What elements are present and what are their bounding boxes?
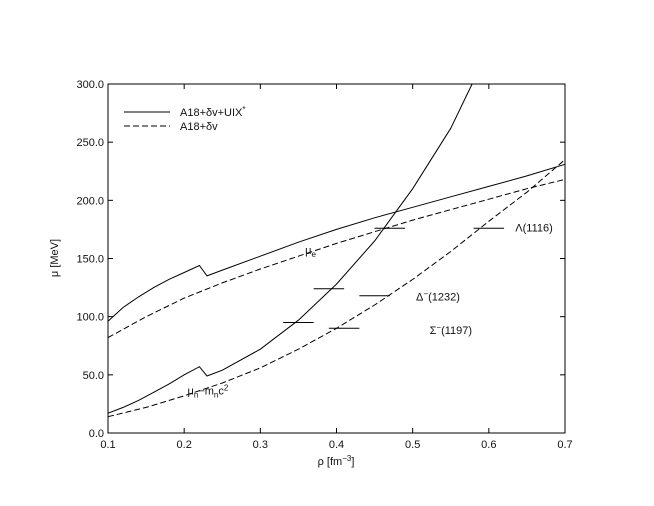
y-axis-label: μ [MeV]: [49, 239, 61, 277]
series-line-1: [107, 178, 566, 339]
x-tick-label: 0.7: [557, 439, 572, 451]
threshold-layer: [283, 227, 505, 329]
y-tick-label: 0.0: [89, 428, 104, 440]
y-tick-label: 50.0: [83, 370, 104, 382]
plot-frame: [107, 83, 566, 434]
y-tick-label: 300.0: [76, 79, 104, 91]
annotation-label: Λ(1116): [515, 223, 553, 235]
y-tick-label: 100.0: [76, 312, 104, 324]
x-tick-label: 0.5: [405, 439, 420, 451]
y-tick-label: 150.0: [76, 254, 104, 266]
annotation-label: μe: [305, 245, 316, 259]
series-layer: [107, 83, 566, 418]
legend-label-solid: A18+δv+UIX*: [180, 105, 246, 119]
annotation-label: Σ−(1197): [430, 323, 472, 337]
series-line-3: [107, 159, 566, 418]
x-tick-label: 0.1: [100, 439, 115, 451]
series-line-2: [107, 83, 473, 414]
x-axis-label: ρ [fm−3]: [318, 454, 355, 468]
legend: A18+δv+UIX* A18+δv: [124, 105, 246, 133]
x-tick-label: 0.4: [329, 439, 344, 451]
x-tick-label: 0.2: [177, 439, 192, 451]
annotation-label: μn−mnc2: [188, 384, 229, 400]
x-tick-label: 0.6: [481, 439, 496, 451]
annotation-label: Δ−(1232): [416, 289, 460, 303]
axes: 0.1 0.2 0.3 0.4 0.5 0.6 0.7 0.0 50.0 100.0 150.0 20…: [76, 79, 572, 451]
x-tick-label: 0.3: [253, 439, 268, 451]
legend-label-dashed: A18+δv: [180, 121, 218, 133]
y-tick-label: 200.0: [76, 195, 104, 207]
series-line-0: [107, 163, 566, 322]
y-tick-label: 250.0: [76, 137, 104, 149]
annotation-layer: μe μn−mnc2 Σ−(1197) Δ−(1232) Λ(1116): [188, 223, 553, 400]
